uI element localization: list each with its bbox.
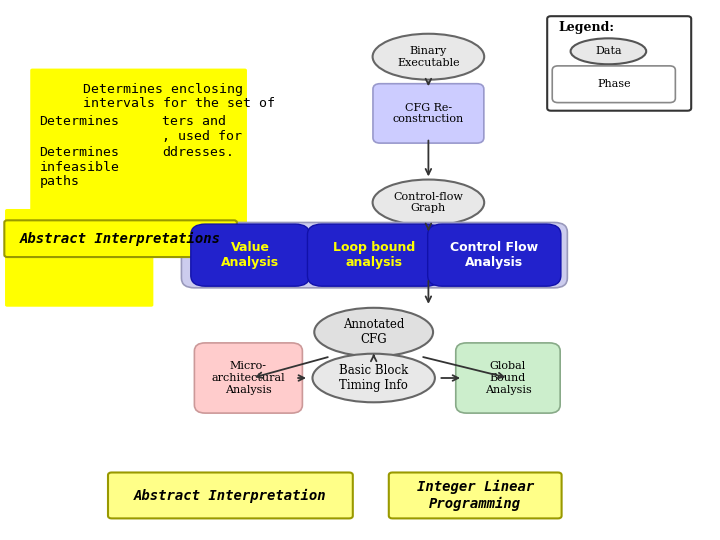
Text: intervals for the set of: intervals for the set of [83,97,275,110]
Text: Binary
Executable: Binary Executable [397,46,459,68]
FancyBboxPatch shape [5,209,153,307]
Text: Data: Data [595,46,621,56]
Ellipse shape [372,33,484,80]
Ellipse shape [312,354,435,402]
Ellipse shape [314,308,433,356]
Text: Determines: Determines [40,146,120,159]
Ellipse shape [571,38,647,64]
FancyBboxPatch shape [191,224,310,286]
Text: ters and: ters and [162,115,226,128]
Text: Global
Bound
Analysis: Global Bound Analysis [485,361,531,395]
Text: Determines: Determines [40,115,120,128]
FancyBboxPatch shape [373,84,484,143]
Text: Control-flow
Graph: Control-flow Graph [393,192,464,213]
Text: Integer Linear
Programming: Integer Linear Programming [417,480,534,511]
FancyBboxPatch shape [181,222,567,288]
FancyBboxPatch shape [547,16,691,111]
Text: Determines enclosing: Determines enclosing [83,83,243,96]
FancyBboxPatch shape [4,220,237,257]
Text: Basic Block
Timing Info: Basic Block Timing Info [339,364,408,392]
Text: Abstract Interpretation: Abstract Interpretation [134,488,327,503]
Text: Control Flow
Analysis: Control Flow Analysis [450,241,539,269]
Text: infeasible: infeasible [40,161,120,174]
Text: Annotated
CFG: Annotated CFG [343,318,405,346]
Text: , used for: , used for [162,130,242,143]
FancyBboxPatch shape [30,69,247,231]
Text: Loop bound
analysis: Loop bound analysis [333,241,415,269]
FancyBboxPatch shape [108,472,353,518]
FancyBboxPatch shape [307,224,441,286]
FancyBboxPatch shape [389,472,562,518]
Text: ddresses.: ddresses. [162,146,234,159]
Text: Phase: Phase [597,79,631,89]
FancyBboxPatch shape [552,66,675,103]
Text: Legend:: Legend: [558,21,614,34]
FancyBboxPatch shape [456,343,560,413]
FancyBboxPatch shape [194,343,302,413]
FancyBboxPatch shape [428,224,561,286]
Text: Micro-
architectural
Analysis: Micro- architectural Analysis [212,361,285,395]
Text: Value
Analysis: Value Analysis [221,241,279,269]
Text: CFG Re-
construction: CFG Re- construction [393,103,464,124]
Text: paths: paths [40,176,80,188]
Ellipse shape [372,179,484,226]
Text: Abstract Interpretations: Abstract Interpretations [20,232,221,246]
